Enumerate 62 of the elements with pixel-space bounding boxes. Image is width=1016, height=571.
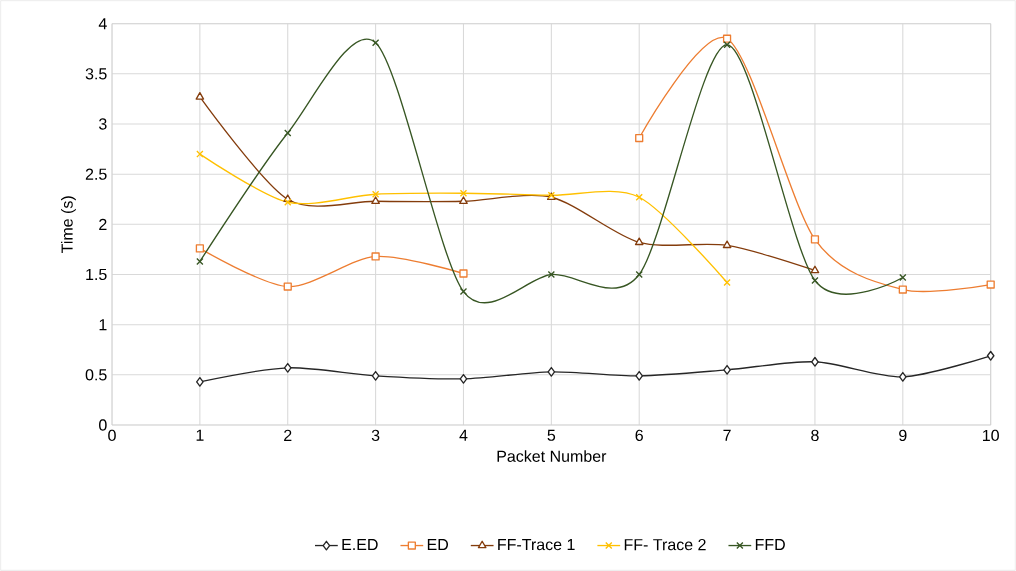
point <box>195 91 205 100</box>
point <box>986 350 995 361</box>
y-tick-label: 1 <box>99 319 107 331</box>
x-tick-label: 7 <box>723 429 731 441</box>
legend-label: FFD <box>755 539 785 551</box>
point <box>459 189 468 197</box>
point <box>635 270 643 279</box>
y-tick-label: 3 <box>99 118 107 130</box>
point <box>371 252 380 261</box>
point <box>810 235 820 244</box>
legend-label: E.ED <box>342 539 378 551</box>
point <box>459 196 468 205</box>
legend-label: FF-Trace 1 <box>498 539 575 551</box>
point <box>898 371 907 382</box>
x-tick-label: 9 <box>899 429 907 442</box>
point <box>635 133 644 143</box>
point <box>723 278 731 287</box>
y-tick-label: 3.5 <box>85 68 107 80</box>
y-tick-label: 1.5 <box>86 268 107 281</box>
point <box>195 244 205 253</box>
x-tick-label: 8 <box>811 429 819 442</box>
point <box>634 237 644 246</box>
point <box>371 190 380 198</box>
legend-label: FF- Trace 2 <box>624 538 706 551</box>
point <box>283 362 292 373</box>
y-tick-label: 2.5 <box>85 168 107 180</box>
point <box>722 240 732 249</box>
point <box>371 196 380 205</box>
point <box>723 364 731 375</box>
point <box>459 269 468 278</box>
y-axis-title: Time (s) <box>61 196 76 254</box>
point <box>283 282 292 291</box>
y-tick-label: 4 <box>98 18 107 30</box>
y-tick-label: 2 <box>99 218 107 230</box>
point <box>811 356 819 367</box>
point <box>810 265 820 274</box>
x-tick-label: 2 <box>284 429 292 441</box>
point <box>899 273 907 282</box>
x-tick-label: 1 <box>196 429 204 441</box>
point <box>371 370 380 381</box>
x-tick-label: 0 <box>108 429 116 442</box>
y-tick-label: 0 <box>99 419 107 431</box>
point <box>547 270 556 279</box>
x-tick-label: 3 <box>371 429 380 442</box>
point <box>547 366 556 377</box>
x-tick-label: 6 <box>635 429 643 442</box>
x-axis-title: Packet Number <box>497 450 607 462</box>
point <box>723 41 731 49</box>
x-tick-label: 10 <box>982 429 999 442</box>
y-tick-label: 0.5 <box>85 369 107 381</box>
point <box>635 370 644 381</box>
point <box>459 373 468 384</box>
x-tick-label: 5 <box>547 429 556 441</box>
point <box>898 285 907 294</box>
point <box>811 276 819 285</box>
x-tick-label: 4 <box>459 429 468 441</box>
legend-label: ED <box>427 539 449 551</box>
point <box>196 376 204 387</box>
point <box>371 39 380 47</box>
point <box>284 129 292 137</box>
point <box>196 257 204 266</box>
point <box>986 280 995 289</box>
